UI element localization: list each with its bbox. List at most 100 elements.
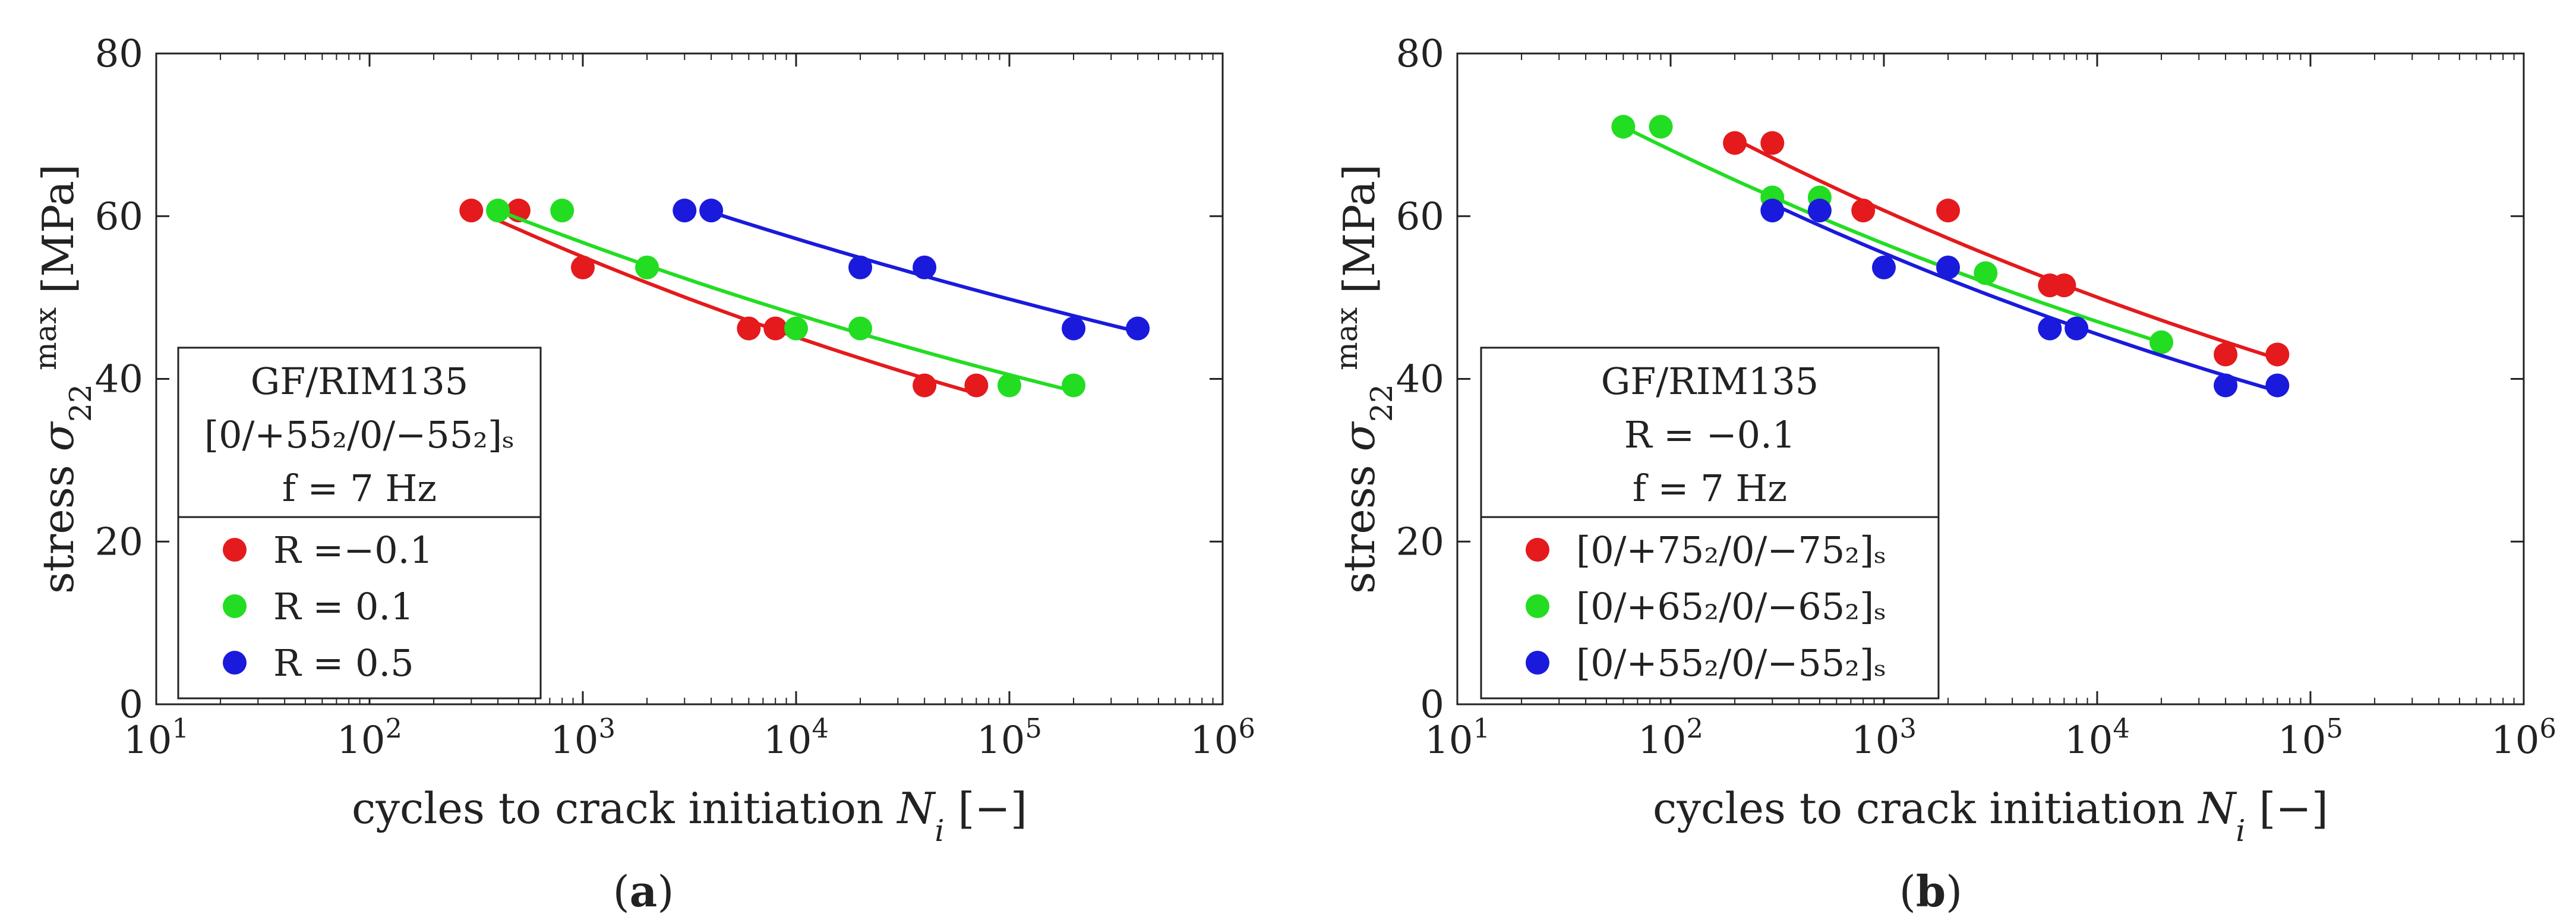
fit-line	[1772, 202, 2278, 393]
fit-line	[1622, 125, 2162, 344]
legend-entry: [0/+75₂/0/−75₂]ₛ	[1576, 528, 1886, 572]
x-axis-label: cycles to crack initiation Ni [−]	[1653, 783, 2328, 848]
legend-title-line: GF/RIM135	[1601, 360, 1819, 403]
data-point	[1126, 316, 1150, 341]
data-point	[763, 316, 788, 341]
data-point	[1851, 199, 1876, 223]
data-point	[1974, 261, 1998, 285]
x-tick-label: 101	[124, 713, 189, 763]
series-3	[673, 199, 1150, 341]
legend-marker	[1526, 594, 1549, 618]
data-point	[486, 199, 510, 223]
data-point	[1760, 199, 1785, 223]
data-point	[2149, 330, 2174, 354]
y-tick-label: 20	[95, 520, 143, 564]
series-1	[459, 199, 989, 398]
series-3	[1760, 199, 2290, 398]
series-2	[486, 199, 1086, 398]
fit-line	[497, 209, 1074, 393]
y-tick-label: 20	[1396, 520, 1444, 564]
legend-marker	[223, 594, 247, 618]
series-1	[1723, 131, 2290, 367]
data-point	[1760, 131, 1785, 155]
legend-title-line: [0/+55₂/0/−55₂]ₛ	[204, 413, 514, 456]
legend-entry: [0/+55₂/0/−55₂]ₛ	[1576, 641, 1886, 685]
data-point	[1611, 115, 1636, 139]
y-tick-label: 80	[1396, 32, 1444, 76]
legend-marker	[223, 538, 247, 562]
legend-marker	[223, 651, 247, 675]
data-point	[2052, 273, 2076, 298]
x-tick-label: 105	[2278, 713, 2343, 763]
legend-entry: R =−0.1	[273, 528, 433, 572]
legend-entry: [0/+65₂/0/−65₂]ₛ	[1576, 585, 1886, 628]
data-point	[1649, 115, 1673, 139]
legend-box	[1480, 346, 1940, 700]
legend: GF/RIM135 [0/+55₂/0/−55₂]ₛ f = 7 Hz R =−0.1…	[177, 346, 542, 700]
data-point	[1936, 255, 1961, 279]
panel-label: (a)	[613, 866, 674, 916]
data-point	[1936, 199, 1961, 223]
x-tick-label: 104	[2064, 713, 2130, 763]
legend: GF/RIM135 R = −0.1 f = 7 Hz [0/+75₂/0/−75₂]…	[1480, 346, 1940, 700]
fit-line	[497, 218, 977, 395]
data-point	[964, 373, 989, 398]
data-point	[2214, 342, 2238, 367]
legend-title-line: f = 7 Hz	[1633, 467, 1787, 510]
fit-line	[1734, 137, 2278, 361]
legend-title-line: f = 7 Hz	[282, 467, 437, 510]
data-point	[2214, 373, 2238, 398]
chart-a: 101 102 103 104 105 106 0 20 40 60 80 cycles to cra…	[28, 32, 1255, 916]
y-tick-label: 0	[119, 683, 143, 727]
data-point	[848, 316, 873, 341]
data-point	[1062, 373, 1086, 398]
x-tick-label: 102	[1638, 713, 1703, 763]
y-tick-label: 80	[95, 32, 143, 76]
legend-entry: R = 0.5	[273, 641, 414, 685]
data-point	[848, 255, 873, 279]
y-tick-label: 60	[95, 195, 143, 239]
data-point	[1062, 316, 1086, 341]
data-point	[571, 255, 595, 279]
data-point	[699, 199, 724, 223]
data-point	[2265, 342, 2290, 367]
x-axis-label: cycles to crack initiation Ni [−]	[352, 783, 1027, 848]
legend-title-line: R = −0.1	[1624, 413, 1796, 456]
y-tick-label: 60	[1396, 195, 1444, 239]
data-point	[737, 316, 761, 341]
x-tick-label: 101	[1425, 713, 1490, 763]
data-point	[1807, 199, 1832, 223]
data-point	[2038, 316, 2062, 341]
data-point	[635, 255, 659, 279]
x-tick-label: 106	[2491, 713, 2556, 763]
data-point	[2265, 373, 2290, 398]
legend-entry: R = 0.1	[273, 585, 414, 628]
x-tick-label: 103	[550, 713, 615, 763]
data-point	[550, 199, 574, 223]
data-point	[1723, 131, 1747, 155]
y-axis-label: stress σ22 max [MPa]	[1329, 164, 1399, 594]
x-tick-label: 106	[1190, 713, 1255, 763]
x-tick-label: 102	[337, 713, 402, 763]
data-point	[913, 373, 937, 398]
legend-title-line: GF/RIM135	[251, 360, 468, 403]
data-point	[2064, 316, 2089, 341]
data-point	[784, 316, 808, 341]
data-point	[1872, 255, 1896, 279]
y-tick-label: 0	[1420, 683, 1444, 727]
y-tick-label: 40	[1396, 358, 1444, 402]
legend-marker	[1526, 651, 1549, 675]
data-point	[459, 199, 484, 223]
data-point	[673, 199, 697, 223]
legend-box	[177, 346, 542, 700]
y-axis-label: stress σ22 max [MPa]	[28, 164, 98, 594]
x-tick-label: 104	[763, 713, 829, 763]
legend-marker	[1526, 538, 1549, 562]
chart-b: 101 102 103 104 105 106 0 20 40 60 80 cycles to cra…	[1329, 32, 2556, 916]
data-point	[913, 255, 937, 279]
x-tick-label: 103	[1851, 713, 1917, 763]
x-tick-label: 105	[977, 713, 1042, 763]
y-tick-label: 40	[95, 358, 143, 402]
panel-label: (b)	[1899, 866, 1963, 916]
